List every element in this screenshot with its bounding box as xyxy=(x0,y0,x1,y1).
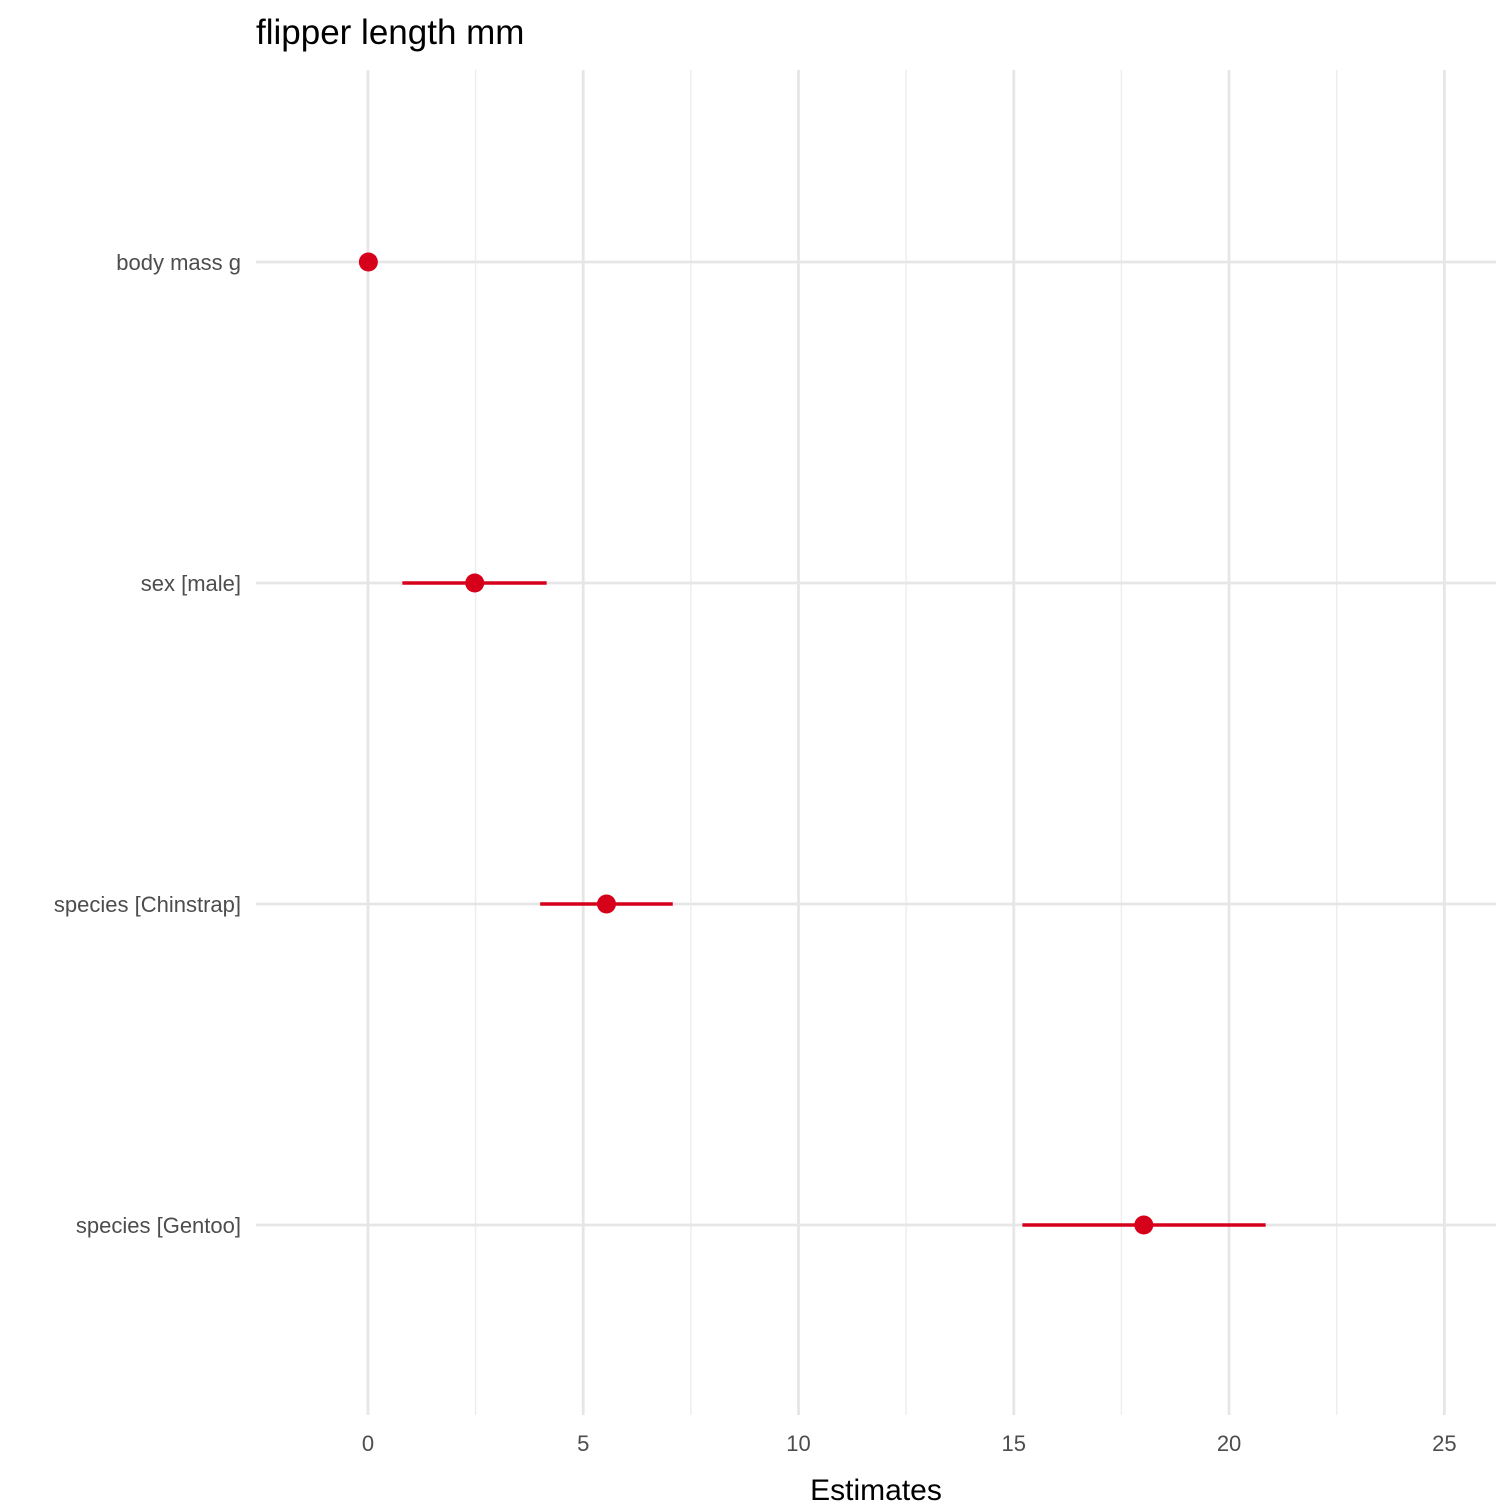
x-tick-label: 15 xyxy=(1002,1431,1026,1456)
estimate-point xyxy=(465,573,485,593)
x-tick-label: 0 xyxy=(362,1431,374,1456)
grid-lines xyxy=(256,70,1496,1415)
x-axis-title: Estimates xyxy=(810,1474,942,1507)
estimate-point xyxy=(596,894,616,914)
x-tick-label: 25 xyxy=(1432,1431,1456,1456)
x-tick-label: 20 xyxy=(1217,1431,1241,1456)
estimate-point xyxy=(1134,1215,1154,1235)
x-tick-label: 10 xyxy=(786,1431,810,1456)
y-tick-label: sex [male] xyxy=(141,571,241,596)
chart-title: flipper length mm xyxy=(256,13,524,52)
y-tick-label: body mass g xyxy=(116,250,241,275)
y-tick-label: species [Chinstrap] xyxy=(54,892,241,917)
estimate-marks xyxy=(358,252,1266,1235)
x-axis-labels: 0 5 10 15 20 25 xyxy=(362,1431,1457,1456)
estimate-point xyxy=(358,252,378,272)
y-tick-label: species [Gentoo] xyxy=(76,1213,241,1238)
y-axis-labels: body mass g sex [male] species [Chinstrap]… xyxy=(54,250,241,1238)
x-tick-label: 5 xyxy=(577,1431,589,1456)
